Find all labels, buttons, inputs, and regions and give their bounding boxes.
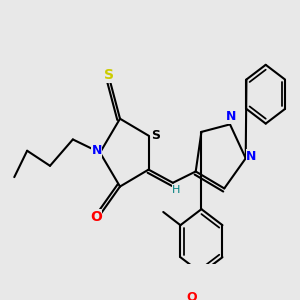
Text: N: N [246,150,256,163]
Text: N: N [92,144,102,157]
Text: H: H [172,184,181,195]
Text: S: S [103,68,114,83]
Text: S: S [151,129,160,142]
Text: O: O [186,291,197,300]
Text: N: N [226,110,237,123]
Text: O: O [90,210,102,224]
